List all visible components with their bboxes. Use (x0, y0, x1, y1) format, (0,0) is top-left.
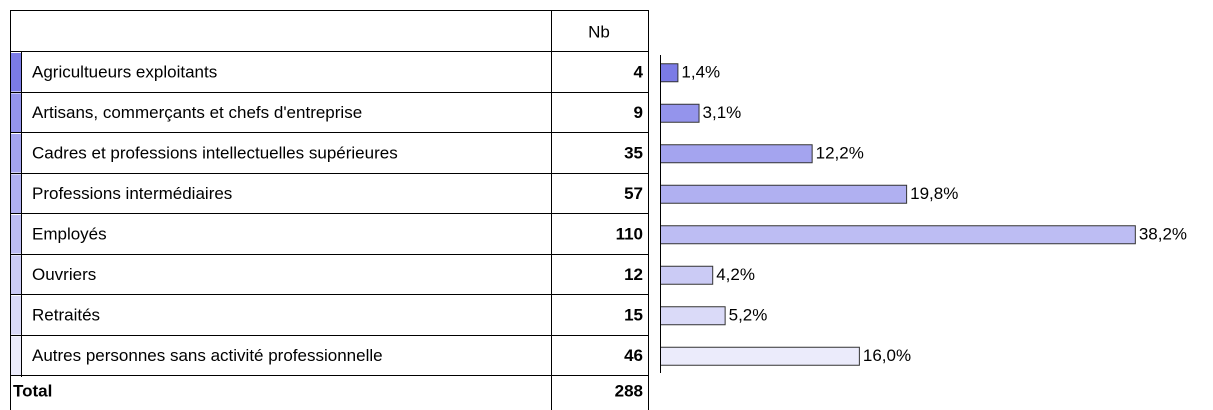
row-color-strip (11, 93, 21, 132)
bar (660, 306, 726, 326)
row-count: 46 (624, 346, 643, 365)
bar-label: 3,1% (703, 103, 742, 122)
row-count: 110 (616, 225, 643, 244)
row-label: Ouvriers (32, 265, 96, 284)
row-color-strip (11, 215, 21, 254)
bar (660, 346, 860, 366)
total-label: Total (13, 381, 52, 400)
bar (660, 103, 700, 123)
row-count: 57 (624, 184, 643, 203)
row-count: 35 (624, 144, 643, 163)
row-label: Cadres et professions intellectuelles su… (32, 144, 398, 163)
row-label: Autres personnes sans activité professio… (32, 346, 383, 365)
total-count: 288 (615, 381, 643, 400)
row-count: 9 (634, 103, 643, 122)
row-label: Artisans, commerçants et chefs d'entrepr… (32, 103, 362, 122)
row-color-strip (11, 174, 21, 213)
bar (660, 184, 908, 204)
bar-label: 4,2% (716, 265, 755, 284)
bar-label: 12,2% (816, 144, 864, 163)
bar (660, 225, 1136, 245)
bar-label: 19,8% (910, 184, 958, 203)
column-header: Nb (588, 22, 610, 41)
bar (660, 144, 813, 164)
row-count: 15 (624, 306, 643, 325)
bar-label: 5,2% (729, 306, 768, 325)
row-label: Employés (32, 225, 107, 244)
row-label: Agricultueurs exploitants (32, 63, 217, 82)
row-count: 12 (624, 265, 643, 284)
row-color-strip (11, 296, 21, 335)
bar (660, 265, 714, 285)
row-count: 4 (634, 63, 644, 82)
row-label: Professions intermédiaires (32, 184, 232, 203)
row-color-strip (11, 336, 21, 375)
bar-label: 1,4% (681, 63, 720, 82)
bar-label: 38,2% (1139, 225, 1187, 244)
row-color-strip (11, 255, 21, 294)
bar-label: 16,0% (863, 346, 911, 365)
row-color-strip (11, 53, 21, 92)
row-label: Retraités (32, 306, 100, 325)
bar (660, 63, 679, 83)
row-color-strip (11, 134, 21, 173)
